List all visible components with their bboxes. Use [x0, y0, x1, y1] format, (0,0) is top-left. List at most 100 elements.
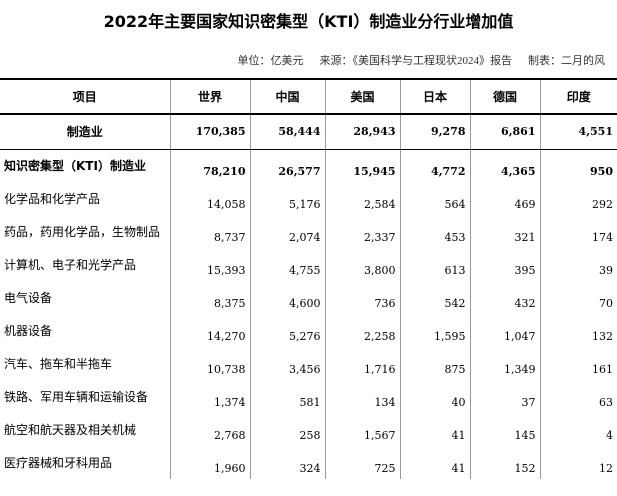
table-row: 航空和航天器及相关机械 2,768 258 1,567 41 145 4 [0, 413, 617, 446]
header-row: 项目 世界 中国 美国 日本 德国 印度 [0, 78, 617, 115]
cell-value: 40 [399, 380, 470, 413]
table-row: 医疗器械和牙科用品 1,960 324 725 41 152 12 [0, 446, 617, 479]
table-row: 铁路、军用车辆和运输设备 1,374 581 134 40 37 63 [0, 380, 617, 413]
row-label: 知识密集型（KTI）制造业 [4, 159, 146, 174]
cell-value: 736 [324, 281, 400, 314]
cell-value: 1,716 [324, 347, 400, 380]
cell-value: 4,772 [399, 149, 470, 182]
cell-value: 63 [539, 380, 617, 413]
cell-value: 174 [539, 215, 617, 248]
cell-value: 37 [469, 380, 540, 413]
table-row: 化学品和化学产品 14,058 5,176 2,584 564 469 292 [0, 182, 617, 215]
cell-value: 1,960 [169, 446, 250, 479]
cell-value: 6,861 [469, 114, 540, 150]
subtitle: 单位：亿美元 来源：《美国科学与工程现状2024》报告 制表：二月的风 [222, 52, 606, 68]
cell-value: 8,737 [169, 215, 250, 248]
cell-value: 28,943 [324, 114, 400, 150]
column-header: 印度 [539, 78, 617, 115]
row-label: 制造业 [0, 114, 170, 150]
cell-value: 1,047 [469, 314, 540, 347]
cell-value: 453 [399, 215, 470, 248]
table-row: 机器设备 14,270 5,276 2,258 1,595 1,047 132 [0, 314, 617, 347]
cell-value: 132 [539, 314, 617, 347]
cell-value: 4,755 [249, 248, 325, 281]
row-label: 航空和航天器及相关机械 [4, 423, 137, 437]
column-header: 德国 [469, 78, 540, 115]
cell-value: 542 [399, 281, 470, 314]
cell-value: 725 [324, 446, 400, 479]
cell-value: 41 [399, 413, 470, 446]
cell-value: 4 [539, 413, 617, 446]
table-row: 制造业 170,385 58,444 28,943 9,278 6,861 4,551 [0, 114, 617, 150]
source: 来源：《美国科学与工程现状2024》报告 [319, 55, 513, 67]
row-label: 机器设备 [4, 324, 53, 338]
row-label: 化学品和化学产品 [4, 192, 101, 206]
cell-value: 58,444 [249, 114, 325, 150]
title: 2022年主要国家知识密集型（KTI）制造业分行业增加值 [103, 12, 514, 31]
cell-value: 10,738 [169, 347, 250, 380]
cell-value: 26,577 [249, 149, 325, 182]
cell-value: 170,385 [169, 114, 250, 150]
cell-value: 4,365 [469, 149, 540, 182]
cell-value: 5,176 [249, 182, 325, 215]
column-header: 美国 [324, 78, 400, 115]
column-header: 世界 [169, 78, 250, 115]
cell-value: 12 [539, 446, 617, 479]
cell-value: 875 [399, 347, 470, 380]
cell-value: 15,393 [169, 248, 250, 281]
column-header: 项目 [0, 78, 170, 115]
cell-value: 3,800 [324, 248, 400, 281]
cell-value: 152 [469, 446, 540, 479]
cell-value: 2,337 [324, 215, 400, 248]
cell-value: 145 [469, 413, 540, 446]
row-label: 医疗器械和牙科用品 [4, 456, 113, 470]
cell-value: 161 [539, 347, 617, 380]
cell-value: 2,258 [324, 314, 400, 347]
cell-value: 5,276 [249, 314, 325, 347]
column-header: 中国 [249, 78, 325, 115]
table-row: 知识密集型（KTI）制造业 78,210 26,577 15,945 4,772 4,36… [0, 149, 617, 182]
cell-value: 1,349 [469, 347, 540, 380]
cell-value: 1,595 [399, 314, 470, 347]
table: 项目 世界 中国 美国 日本 德国 印度 制造业 170,385 58,444 28,943 9,27… [0, 78, 617, 479]
column-header: 日本 [399, 78, 470, 115]
row-label: 铁路、军用车辆和运输设备 [4, 390, 149, 404]
cell-value: 78,210 [169, 149, 250, 182]
cell-value: 14,058 [169, 182, 250, 215]
table-row: 计算机、电子和光学产品 15,393 4,755 3,800 613 395 39 [0, 248, 617, 281]
row-label: 计算机、电子和光学产品 [4, 258, 137, 272]
cell-value: 2,768 [169, 413, 250, 446]
cell-value: 564 [399, 182, 470, 215]
cell-value: 3,456 [249, 347, 325, 380]
cell-value: 4,600 [249, 281, 325, 314]
cell-value: 469 [469, 182, 540, 215]
cell-value: 613 [399, 248, 470, 281]
cell-value: 134 [324, 380, 400, 413]
unit: 单位：亿美元 [237, 55, 304, 67]
cell-value: 15,945 [324, 149, 400, 182]
cell-value: 14,270 [169, 314, 250, 347]
row-label: 电气设备 [4, 291, 53, 305]
cell-value: 292 [539, 182, 617, 215]
cell-value: 70 [539, 281, 617, 314]
cell-value: 581 [249, 380, 325, 413]
cell-value: 395 [469, 248, 540, 281]
author: 制表：二月的风 [528, 55, 605, 67]
cell-value: 41 [399, 446, 470, 479]
cell-value: 2,584 [324, 182, 400, 215]
cell-value: 432 [469, 281, 540, 314]
row-label: 药品，药用化学品，生物制品 [4, 225, 161, 239]
cell-value: 1,374 [169, 380, 250, 413]
cell-value: 9,278 [399, 114, 470, 150]
cell-value: 258 [249, 413, 325, 446]
cell-value: 2,074 [249, 215, 325, 248]
table-row: 药品，药用化学品，生物制品 8,737 2,074 2,337 453 321 174 [0, 215, 617, 248]
cell-value: 321 [469, 215, 540, 248]
cell-value: 324 [249, 446, 325, 479]
cell-value: 4,551 [539, 114, 617, 150]
cell-value: 39 [539, 248, 617, 281]
table-row: 电气设备 8,375 4,600 736 542 432 70 [0, 281, 617, 314]
cell-value: 8,375 [169, 281, 250, 314]
cell-value: 1,567 [324, 413, 400, 446]
